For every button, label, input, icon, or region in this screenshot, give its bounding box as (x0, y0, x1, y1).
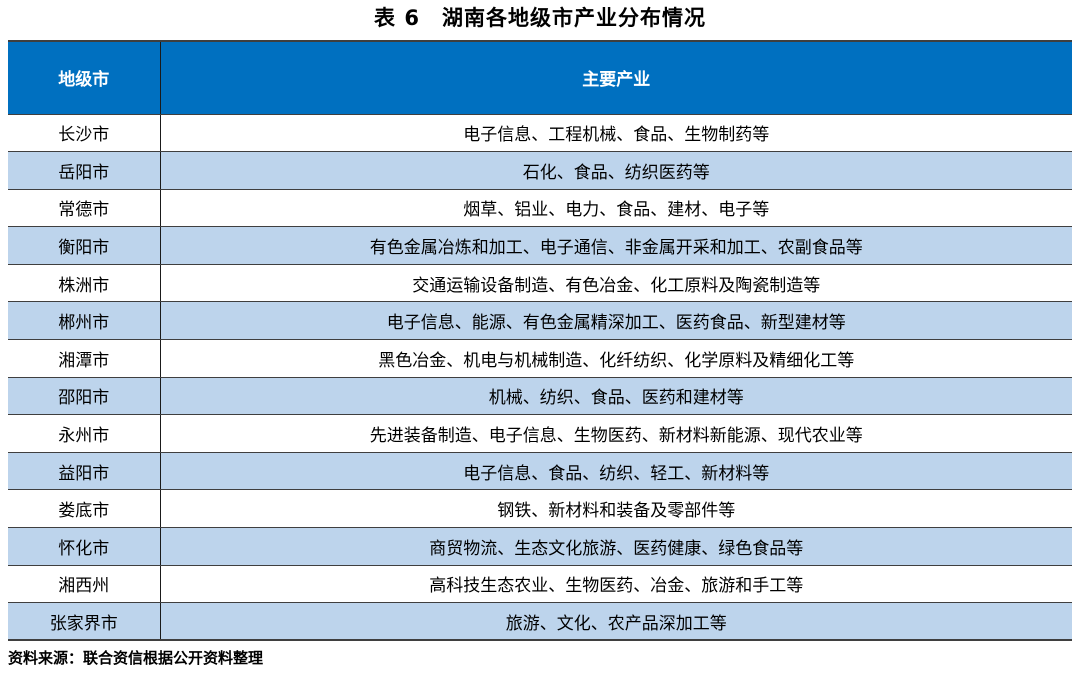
city-cell: 常德市 (8, 189, 161, 228)
city-cell: 株洲市 (8, 264, 161, 303)
header-cell-city: 地级市 (8, 41, 161, 115)
header-row: 地级市 主要产业 (8, 41, 1072, 115)
industries-cell: 钢铁、新材料和装备及零部件等 (160, 489, 1072, 529)
city-cell: 长沙市 (8, 114, 161, 153)
industries-cell: 高科技生态农业、生物医药、冶金、旅游和手工等 (160, 565, 1072, 604)
city-cell: 怀化市 (8, 527, 161, 566)
city-cell: 郴州市 (8, 301, 161, 341)
city-cell: 永州市 (8, 414, 161, 453)
industries-cell: 黑色冶金、机电与机械制造、化纤纺织、化学原料及精细化工等 (160, 339, 1072, 378)
table-row: 郴州市 电子信息、能源、有色金属精深加工、医药食品、新型建材等 (8, 301, 1072, 341)
city-cell: 衡阳市 (8, 226, 161, 265)
table-row: 湘西州 高科技生态农业、生物医药、冶金、旅游和手工等 (8, 565, 1072, 604)
table-row: 邵阳市 机械、纺织、食品、医药和建材等 (8, 377, 1072, 416)
table-row: 岳阳市 石化、食品、纺织医药等 (8, 151, 1072, 190)
table-body: 长沙市 电子信息、工程机械、食品、生物制药等 岳阳市 石化、食品、纺织医药等 常德市 烟草… (8, 114, 1072, 641)
city-cell: 娄底市 (8, 489, 161, 529)
table-row: 永州市 先进装备制造、电子信息、生物医药、新材料新能源、现代农业等 (8, 414, 1072, 453)
industries-cell: 烟草、铝业、电力、食品、建材、电子等 (160, 189, 1072, 228)
city-cell: 张家界市 (8, 602, 161, 641)
industries-cell: 电子信息、工程机械、食品、生物制药等 (160, 114, 1072, 153)
source-note: 资料来源：联合资信根据公开资料整理 (8, 649, 264, 668)
city-cell: 湘潭市 (8, 339, 161, 378)
table-row: 常德市 烟草、铝业、电力、食品、建材、电子等 (8, 189, 1072, 228)
city-cell: 湘西州 (8, 565, 161, 604)
industry-distribution-table: 地级市 主要产业 长沙市 电子信息、工程机械、食品、生物制药等 岳阳市 石化、食品、纺… (8, 40, 1072, 642)
industries-cell: 有色金属冶炼和加工、电子通信、非金属开采和加工、农副食品等 (160, 226, 1072, 265)
city-cell: 岳阳市 (8, 151, 161, 190)
header-cell-industries: 主要产业 (160, 41, 1072, 115)
table-row: 衡阳市 有色金属冶炼和加工、电子通信、非金属开采和加工、农副食品等 (8, 226, 1072, 265)
industries-cell: 电子信息、食品、纺织、轻工、新材料等 (160, 452, 1072, 491)
industries-cell: 交通运输设备制造、有色冶金、化工原料及陶瓷制造等 (160, 264, 1072, 303)
table-row: 张家界市 旅游、文化、农产品深加工等 (8, 602, 1072, 641)
industries-cell: 先进装备制造、电子信息、生物医药、新材料新能源、现代农业等 (160, 414, 1072, 453)
table-row: 益阳市 电子信息、食品、纺织、轻工、新材料等 (8, 452, 1072, 491)
table-row: 湘潭市 黑色冶金、机电与机械制造、化纤纺织、化学原料及精细化工等 (8, 339, 1072, 378)
table-row: 长沙市 电子信息、工程机械、食品、生物制药等 (8, 114, 1072, 153)
table-row: 怀化市 商贸物流、生态文化旅游、医药健康、绿色食品等 (8, 527, 1072, 566)
industries-cell: 电子信息、能源、有色金属精深加工、医药食品、新型建材等 (160, 301, 1072, 341)
table-row: 株洲市 交通运输设备制造、有色冶金、化工原料及陶瓷制造等 (8, 264, 1072, 303)
table-row: 娄底市 钢铁、新材料和装备及零部件等 (8, 489, 1072, 529)
industries-cell: 石化、食品、纺织医药等 (160, 151, 1072, 190)
industries-cell: 机械、纺织、食品、医药和建材等 (160, 377, 1072, 416)
industries-cell: 旅游、文化、农产品深加工等 (160, 602, 1072, 641)
city-cell: 益阳市 (8, 452, 161, 491)
table-title: 表 6 湖南各地级市产业分布情况 (374, 6, 706, 30)
table-header: 地级市 主要产业 (8, 41, 1072, 115)
industries-cell: 商贸物流、生态文化旅游、医药健康、绿色食品等 (160, 527, 1072, 566)
city-cell: 邵阳市 (8, 377, 161, 416)
